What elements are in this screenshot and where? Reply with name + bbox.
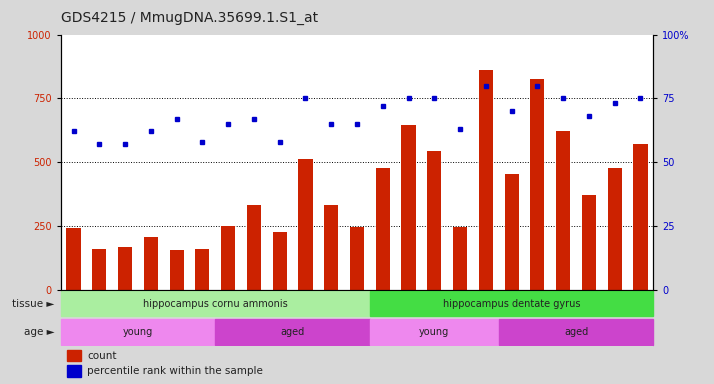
Bar (324, 205, 338, 290)
Bar (370, 291, 653, 316)
Bar (556, 131, 570, 290)
Bar (221, 226, 235, 290)
Text: young: young (419, 327, 449, 337)
Text: aged: aged (281, 327, 305, 337)
Bar (196, 249, 209, 290)
Bar (633, 144, 648, 290)
Bar (401, 125, 416, 290)
Bar (169, 250, 183, 290)
Text: young: young (123, 327, 153, 337)
Bar (298, 159, 313, 290)
Bar (273, 232, 287, 290)
Bar (479, 70, 493, 290)
Bar (66, 365, 81, 377)
Bar (92, 249, 106, 290)
Bar (582, 195, 596, 290)
Text: hippocampus dentate gyrus: hippocampus dentate gyrus (443, 299, 580, 309)
Bar (66, 228, 81, 290)
Bar (531, 79, 545, 290)
Bar (498, 319, 653, 345)
Bar (216, 319, 370, 345)
Text: hippocampus cornu ammonis: hippocampus cornu ammonis (143, 299, 288, 309)
Bar (505, 174, 518, 290)
Bar (247, 205, 261, 290)
Bar (453, 227, 467, 290)
Text: percentile rank within the sample: percentile rank within the sample (87, 366, 263, 376)
Bar (118, 247, 132, 290)
Text: aged: aged (564, 327, 588, 337)
Text: age ►: age ► (24, 327, 55, 337)
Bar (66, 349, 81, 361)
Bar (608, 169, 622, 290)
Bar (61, 291, 370, 316)
Text: count: count (87, 351, 117, 361)
Text: GDS4215 / MmugDNA.35699.1.S1_at: GDS4215 / MmugDNA.35699.1.S1_at (61, 11, 318, 25)
Bar (376, 169, 390, 290)
Bar (61, 319, 216, 345)
Text: tissue ►: tissue ► (12, 299, 55, 309)
Bar (350, 227, 364, 290)
Bar (427, 151, 441, 290)
Bar (144, 237, 158, 290)
Bar (370, 319, 498, 345)
